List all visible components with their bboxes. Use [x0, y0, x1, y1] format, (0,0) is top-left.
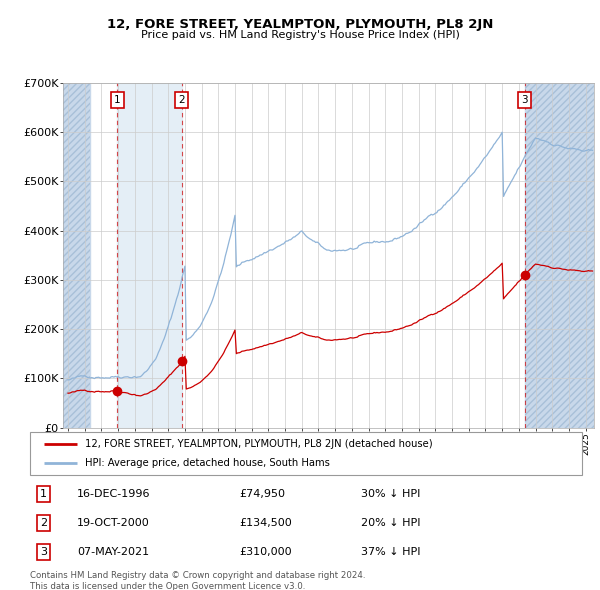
Text: 07-MAY-2021: 07-MAY-2021 — [77, 547, 149, 557]
Text: 12, FORE STREET, YEALMPTON, PLYMOUTH, PL8 2JN (detached house): 12, FORE STREET, YEALMPTON, PLYMOUTH, PL… — [85, 439, 433, 449]
Text: 20% ↓ HPI: 20% ↓ HPI — [361, 518, 421, 527]
Text: 1: 1 — [40, 489, 47, 499]
Text: 2: 2 — [40, 518, 47, 527]
Text: HPI: Average price, detached house, South Hams: HPI: Average price, detached house, Sout… — [85, 458, 330, 468]
Text: 16-DEC-1996: 16-DEC-1996 — [77, 489, 151, 499]
Text: 37% ↓ HPI: 37% ↓ HPI — [361, 547, 421, 557]
Bar — [525, 83, 594, 428]
Text: £310,000: £310,000 — [240, 547, 292, 557]
Text: Price paid vs. HM Land Registry's House Price Index (HPI): Price paid vs. HM Land Registry's House … — [140, 30, 460, 40]
Text: 30% ↓ HPI: 30% ↓ HPI — [361, 489, 421, 499]
Text: 3: 3 — [521, 95, 528, 105]
Bar — [118, 83, 182, 428]
Text: 1: 1 — [114, 95, 121, 105]
Text: £134,500: £134,500 — [240, 518, 293, 527]
Text: £74,950: £74,950 — [240, 489, 286, 499]
Bar — [525, 83, 594, 428]
Bar — [63, 83, 90, 428]
Text: 2: 2 — [178, 95, 185, 105]
Text: 19-OCT-2000: 19-OCT-2000 — [77, 518, 149, 527]
Bar — [63, 83, 90, 428]
Text: 12, FORE STREET, YEALMPTON, PLYMOUTH, PL8 2JN: 12, FORE STREET, YEALMPTON, PLYMOUTH, PL… — [107, 18, 493, 31]
Text: 3: 3 — [40, 547, 47, 557]
Text: Contains HM Land Registry data © Crown copyright and database right 2024.
This d: Contains HM Land Registry data © Crown c… — [30, 571, 365, 590]
